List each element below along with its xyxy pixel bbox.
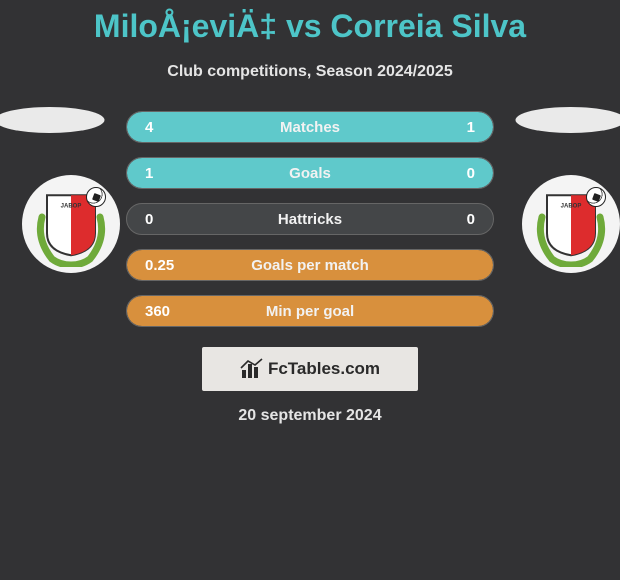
stats-list: 4 1 Matches 1 0 Goals 0 0 Hattricks 0.25 Goals per… (126, 111, 494, 327)
svg-text:JABOP: JABOP (561, 203, 582, 209)
stat-value-left: 0 (145, 211, 153, 228)
club-badge-left: JABOP (22, 175, 120, 273)
stat-label: Goals per match (251, 257, 369, 274)
stat-value-left: 0.25 (145, 257, 174, 274)
stat-value-left: 360 (145, 303, 170, 320)
brand-attribution: FcTables.com (202, 347, 418, 391)
brand-label: FcTables.com (268, 359, 380, 379)
club-badge-right: JABOP (522, 175, 620, 273)
stat-value-right: 1 (467, 119, 475, 136)
player-photo-placeholder-left (0, 107, 105, 133)
stat-row: 4 1 Matches (126, 111, 494, 143)
stat-row: 1 0 Goals (126, 157, 494, 189)
comparison-area: JABOP JABOP 41Matches10Goals00Hattricks0… (0, 111, 620, 327)
bar-left (127, 112, 420, 142)
soccer-ball-icon (586, 187, 606, 207)
bar-chart-icon (240, 358, 264, 380)
stat-row: 0 0 Hattricks (126, 203, 494, 235)
stat-label: Hattricks (278, 211, 342, 228)
player-photo-placeholder-right (516, 107, 620, 133)
stat-label: Min per goal (266, 303, 354, 320)
stat-value-right: 0 (467, 165, 475, 182)
stat-row: 360 Min per goal (126, 295, 494, 327)
stat-label: Matches (280, 119, 340, 136)
badge-circle: JABOP (522, 175, 620, 273)
stat-value-left: 4 (145, 119, 153, 136)
soccer-ball-icon (86, 187, 106, 207)
page-title: MiloÅ¡eviÄ‡ vs Correia Silva (0, 0, 620, 45)
date-label: 20 september 2024 (0, 407, 620, 425)
stat-value-right: 0 (467, 211, 475, 228)
stat-row: 0.25 Goals per match (126, 249, 494, 281)
page-subtitle: Club competitions, Season 2024/2025 (0, 63, 620, 81)
bar-right (420, 112, 493, 142)
badge-circle: JABOP (22, 175, 120, 273)
svg-text:JABOP: JABOP (61, 203, 82, 209)
stat-value-left: 1 (145, 165, 153, 182)
stat-label: Goals (289, 165, 331, 182)
